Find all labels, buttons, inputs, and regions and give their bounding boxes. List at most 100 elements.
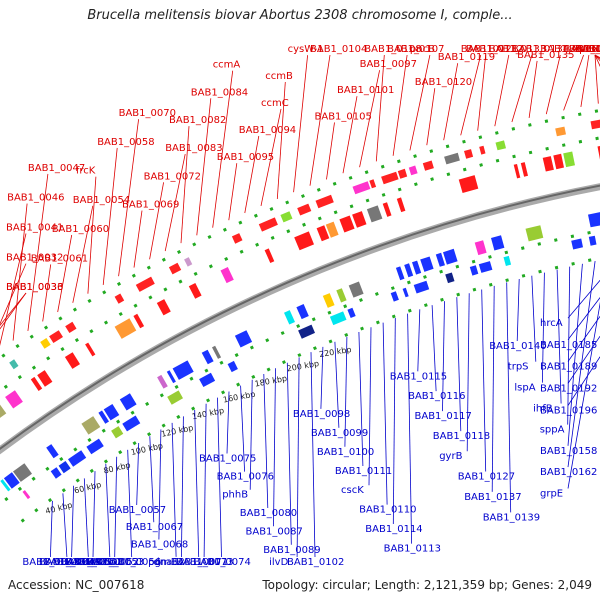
reverse-gene-label: BAB1_0057 (109, 505, 166, 516)
forward-label-leader (594, 54, 600, 67)
inner-feature-a-10 (298, 324, 315, 339)
inner-feature-a-16 (445, 272, 455, 284)
forward-gene-27 (563, 151, 575, 168)
forward-gene-label: BAB1_0061 (31, 253, 88, 264)
forward-gene-label: BAB1_0132 (466, 44, 523, 55)
reverse-gene-label: BAB1_0117 (415, 411, 472, 422)
forward-gene-25 (542, 156, 554, 172)
inner-feature-a-0 (22, 490, 31, 500)
forward-gene-label: BAB1_0155 (575, 44, 600, 55)
forward-gene-20 (382, 202, 392, 217)
reverse-label-leader (181, 416, 184, 558)
reverse-label-leader (382, 322, 388, 505)
outer-feature-a-25 (555, 126, 566, 137)
reverse-label-leader (567, 297, 600, 341)
forward-label-leader (102, 147, 118, 285)
reverse-gene-5 (98, 410, 109, 424)
reverse-label-leader (567, 266, 571, 425)
reverse-gene-label: BAB1_0052 (82, 557, 139, 568)
forward-gene-11 (188, 283, 202, 299)
reverse-gene-label: BAB1_0196 (540, 406, 597, 417)
forward-gene-label: BAB1_0101 (337, 85, 394, 96)
map-title: Brucella melitensis biovar Abortus 2308 … (87, 8, 513, 23)
forward-label-leader (228, 163, 238, 221)
reverse-gene-label: BAB1_0110 (359, 505, 416, 516)
forward-label-leader (375, 54, 385, 162)
reverse-gene-label: BAB1_0068 (131, 540, 188, 551)
reverse-gene-label: BAB1_0114 (365, 524, 422, 535)
reverse-label-leader (310, 352, 316, 558)
outer-feature-a-14 (315, 194, 334, 209)
reverse-gene-label: hrcA (540, 318, 563, 329)
forward-gene-label: BAB1_0160 (575, 44, 600, 55)
forward-label-leader (212, 70, 234, 228)
forward-gene-21 (396, 197, 406, 213)
reverse-gene-label: BAB1_0050 (60, 557, 117, 568)
accession-text: Accession: NC_007618 (8, 578, 145, 592)
inner-feature-a-9 (227, 360, 238, 373)
forward-gene-label: BAB1_0069 (122, 200, 179, 211)
forward-gene-label: BAB1_0046 (7, 193, 64, 204)
reverse-label-leader (542, 272, 545, 383)
reverse-gene-24 (443, 248, 458, 265)
forward-gene-2 (0, 404, 7, 418)
reverse-label-leader (92, 471, 96, 558)
reverse-label-leader (567, 335, 600, 384)
reverse-gene-27 (525, 225, 544, 242)
reverse-label-leader (149, 436, 155, 523)
forward-gene-label: BAB1_0082 (169, 115, 226, 126)
forward-gene-label: BAB1_0154 (575, 44, 600, 55)
forward-label-leader (528, 60, 538, 118)
forward-gene-label: BAB1_0136 (540, 44, 597, 55)
reverse-label-leader (249, 379, 253, 490)
reverse-gene-label: BAB1_0049 (44, 557, 101, 568)
reverse-gene-8 (157, 374, 168, 389)
forward-gene-label: BAB1_0121 (461, 44, 518, 55)
reverse-gene-6 (103, 404, 120, 421)
forward-gene-15 (316, 225, 330, 242)
reverse-label-leader (62, 493, 68, 558)
reverse-gene-label: cscK (341, 485, 364, 496)
reverse-gene-label: phhB (222, 490, 248, 501)
reverse-gene-label: lspA (514, 383, 535, 394)
kbp-tick-label: 120 kbp (160, 423, 194, 439)
forward-gene-label: ccmB (265, 71, 293, 82)
forward-label-leader (494, 54, 510, 127)
reverse-gene-28 (588, 212, 600, 228)
reverse-gene-label: BAB1_0098 (293, 409, 350, 420)
reverse-label-leader (334, 341, 340, 428)
reverse-gene-22 (420, 256, 434, 272)
outer-feature-a-22 (464, 149, 474, 159)
forward-gene-7 (85, 342, 96, 357)
reverse-label-leader (194, 409, 200, 558)
reverse-gene-9 (166, 370, 176, 384)
forward-gene-label: BAB1_0138 (564, 44, 600, 55)
reverse-gene-12 (212, 345, 222, 359)
forward-label-leader (326, 122, 335, 180)
inner-feature-a-15 (413, 280, 430, 294)
reverse-gene-3 (46, 444, 59, 459)
forward-label-leader (511, 54, 533, 123)
reverse-gene-7 (119, 393, 137, 411)
forward-gene-9 (133, 313, 145, 329)
reverse-label-leader (50, 500, 53, 558)
reverse-gene-label: sppA (540, 425, 565, 436)
reverse-gene-label: BAB1_0158 (540, 446, 597, 457)
inner-feature-a-13 (390, 291, 399, 302)
forward-gene-8 (114, 318, 137, 339)
reverse-gene-label: BAB1_0051 (65, 557, 122, 568)
reverse-gene-label: BAB1_0185 (540, 340, 597, 351)
forward-label-leader (0, 292, 27, 330)
forward-label-leader (580, 54, 590, 107)
reverse-gene-label: pgm (148, 557, 170, 568)
reverse-gene-11 (201, 349, 214, 365)
reverse-label-leader (567, 356, 600, 406)
kbp-tick-label: 200 kbp (286, 359, 320, 373)
inner-feature-a-6 (122, 415, 141, 432)
forward-gene-label: BAB1_0120 (415, 77, 472, 88)
forward-label-leader (359, 70, 380, 168)
reverse-gene-label: ilvD (269, 557, 288, 568)
outer-feature-a-3 (40, 338, 51, 349)
forward-gene-23 (513, 164, 521, 179)
outer-feature-a-15 (352, 181, 371, 195)
